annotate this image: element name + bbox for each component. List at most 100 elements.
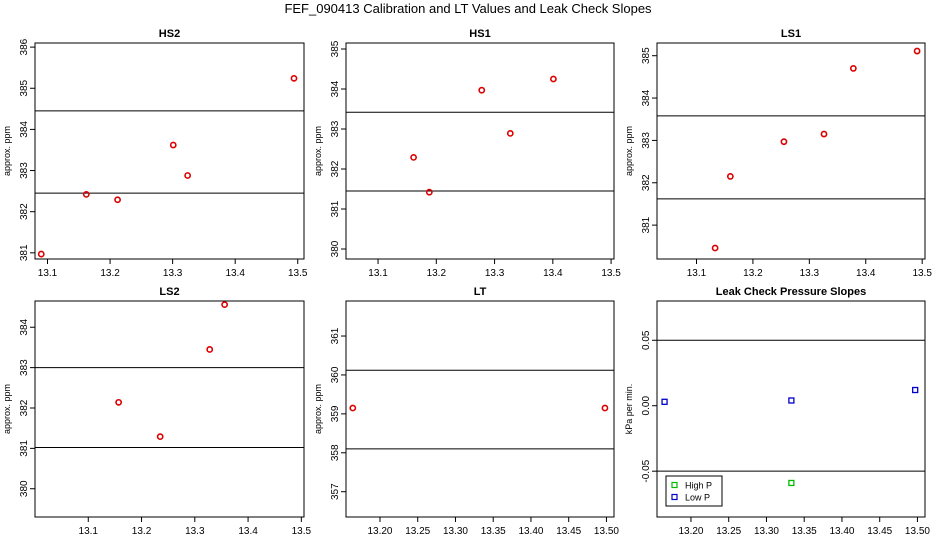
x-tick-label: 13.1 bbox=[38, 268, 58, 279]
x-tick-label: 13.35 bbox=[481, 526, 506, 537]
x-tick-label: 13.3 bbox=[485, 268, 505, 279]
data-point bbox=[506, 129, 514, 137]
x-tick-label: 13.25 bbox=[716, 526, 741, 537]
data-point bbox=[780, 138, 788, 146]
y-tick-label: 385 bbox=[641, 47, 652, 64]
data-point bbox=[550, 75, 557, 83]
x-tick-label: 13.4 bbox=[238, 526, 258, 537]
y-tick-label: 383 bbox=[641, 132, 652, 149]
x-tick-label: 13.1 bbox=[368, 268, 388, 279]
plot-frame bbox=[656, 42, 926, 260]
plot-frame bbox=[34, 42, 305, 260]
x-tick-label: 13.35 bbox=[792, 526, 817, 537]
y-tick-label: 383 bbox=[19, 359, 30, 376]
data-point bbox=[788, 397, 795, 404]
y-tick-label: 380 bbox=[19, 480, 30, 497]
data-point bbox=[601, 404, 609, 412]
x-tick-label: 13.40 bbox=[518, 526, 543, 537]
data-point bbox=[726, 173, 734, 180]
data-point bbox=[82, 191, 90, 198]
data-point bbox=[184, 172, 192, 179]
y-tick-label: 359 bbox=[330, 405, 341, 422]
x-tick-label: 13.4 bbox=[856, 268, 876, 279]
legend-marker bbox=[671, 493, 678, 501]
y-tick-label: -0.05 bbox=[641, 459, 652, 482]
plot-frame bbox=[345, 42, 615, 260]
data-point bbox=[410, 153, 417, 161]
y-tick-label: 385 bbox=[330, 40, 341, 57]
x-tick-label: 13.5 bbox=[601, 268, 621, 279]
legend-label: Low P bbox=[685, 493, 710, 503]
x-tick-label: 13.50 bbox=[905, 526, 930, 537]
plot-frame bbox=[34, 300, 305, 518]
data-point bbox=[156, 433, 164, 441]
y-tick-label: 361 bbox=[330, 327, 341, 344]
panel-title: Leak Check Pressure Slopes bbox=[716, 286, 866, 298]
plot-frame bbox=[656, 300, 926, 518]
panel-lt: LT 13.20 13.25 13.30 13.35 13.40 13.45 13.50 357… bbox=[313, 286, 619, 537]
x-tick-label: 13.5 bbox=[288, 268, 308, 279]
legend-label: High P bbox=[685, 481, 712, 491]
y-axis-label: approx. ppm bbox=[313, 126, 323, 176]
x-tick-label: 13.25 bbox=[405, 526, 430, 537]
y-tick-label: 384 bbox=[19, 121, 30, 138]
y-tick-label: 384 bbox=[330, 80, 341, 97]
x-tick-label: 13.4 bbox=[543, 268, 563, 279]
x-tick-label: 13.30 bbox=[443, 526, 468, 537]
x-tick-label: 13.3 bbox=[163, 268, 183, 279]
y-tick-label: 386 bbox=[19, 38, 30, 55]
legend-marker bbox=[671, 481, 678, 489]
panel-hs1: HS1 13.1 13.2 13.3 13.4 13.5 380 381 382 383 384 38… bbox=[313, 28, 621, 279]
y-axis-label: approx. ppm bbox=[2, 384, 12, 434]
y-tick-label: 382 bbox=[641, 174, 652, 191]
y-tick-label: 357 bbox=[330, 483, 341, 500]
y-axis-label: kPa per min. bbox=[624, 384, 634, 435]
y-tick-label: 381 bbox=[330, 200, 341, 217]
y-tick-label: 358 bbox=[330, 444, 341, 461]
x-tick-label: 13.20 bbox=[367, 526, 392, 537]
x-tick-label: 13.40 bbox=[829, 526, 854, 537]
data-point bbox=[478, 86, 486, 94]
y-tick-label: 0.05 bbox=[641, 330, 652, 350]
data-point bbox=[221, 301, 229, 309]
data-point bbox=[169, 141, 177, 149]
y-tick-label: 382 bbox=[330, 160, 341, 177]
data-point bbox=[115, 398, 123, 406]
x-tick-label: 13.45 bbox=[867, 526, 892, 537]
x-tick-label: 13.1 bbox=[79, 526, 99, 537]
y-tick-label: 360 bbox=[330, 366, 341, 383]
x-tick-label: 13.5 bbox=[292, 526, 312, 537]
data-point bbox=[37, 250, 45, 258]
y-tick-label: 382 bbox=[19, 203, 30, 220]
panel-title: HS1 bbox=[469, 28, 490, 40]
data-point bbox=[349, 404, 357, 412]
x-tick-label: 13.2 bbox=[743, 268, 763, 279]
data-point bbox=[913, 47, 921, 55]
legend: High P Low P bbox=[665, 475, 723, 507]
panel-leak-check-pressure-slopes: Leak Check Pressure Slopes 13.20 13.25 13.3… bbox=[624, 286, 930, 537]
y-tick-label: 383 bbox=[19, 162, 30, 179]
data-point bbox=[820, 130, 828, 138]
y-tick-label: 381 bbox=[641, 216, 652, 233]
data-point bbox=[290, 74, 298, 82]
data-point bbox=[206, 346, 214, 353]
x-tick-label: 13.45 bbox=[556, 526, 581, 537]
data-point bbox=[661, 398, 668, 405]
x-tick-label: 13.5 bbox=[912, 268, 932, 279]
plot-frame bbox=[345, 300, 615, 518]
panel-ls2: LS2 13.1 13.2 13.3 13.4 13.5 380 381 382 383 384 ap… bbox=[2, 286, 312, 537]
x-tick-label: 13.2 bbox=[427, 268, 447, 279]
x-tick-label: 13.3 bbox=[800, 268, 820, 279]
y-tick-label: 381 bbox=[19, 440, 30, 457]
data-point bbox=[912, 386, 919, 394]
y-tick-label: 384 bbox=[19, 318, 30, 335]
panel-title: LT bbox=[474, 286, 487, 298]
y-tick-label: 0.00 bbox=[641, 396, 652, 416]
x-tick-label: 13.2 bbox=[100, 268, 120, 279]
data-point bbox=[788, 479, 795, 487]
data-point bbox=[711, 244, 719, 252]
data-point bbox=[425, 188, 433, 196]
y-tick-label: 383 bbox=[330, 120, 341, 137]
panel-title: HS2 bbox=[159, 28, 180, 40]
